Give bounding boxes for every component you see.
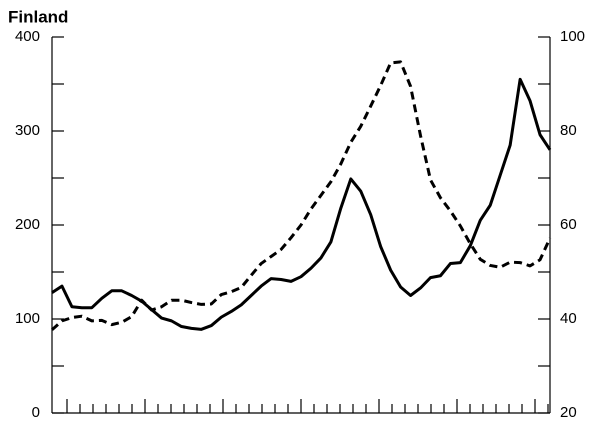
- chart-title: Finland: [8, 7, 68, 26]
- y2-tick-label: 40: [560, 310, 577, 327]
- y-tick-label: 200: [15, 216, 40, 233]
- y2-tick-label: 100: [560, 28, 585, 45]
- line-series: [51, 77, 552, 331]
- y-tick-label: 100: [15, 310, 40, 327]
- y2-tick-label: 60: [560, 216, 577, 233]
- line-series: [50, 60, 552, 331]
- y-tick-label: 0: [32, 404, 40, 421]
- y-tick-label: 400: [15, 28, 40, 45]
- y2-tick-label: 80: [560, 122, 577, 139]
- y2-tick-label: 20: [560, 404, 577, 421]
- y-tick-label: 300: [15, 122, 40, 139]
